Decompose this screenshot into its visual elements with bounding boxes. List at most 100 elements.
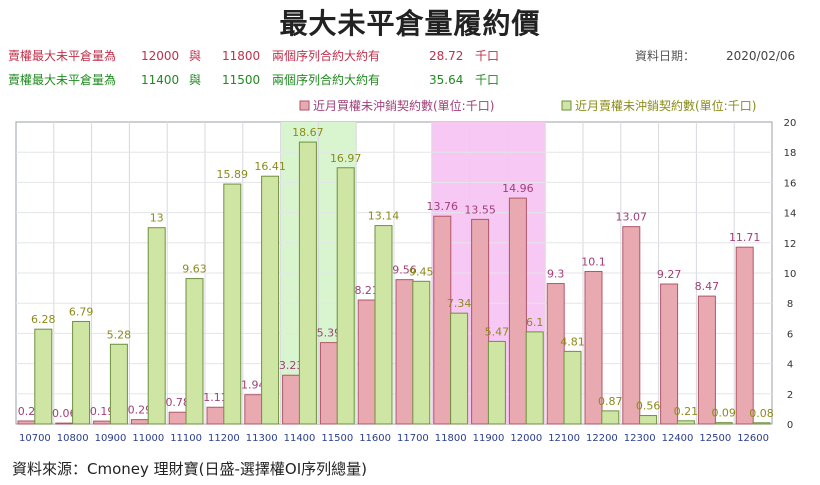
call-range-text: 兩個序列合約大約有: [272, 73, 381, 87]
put-label: 賣權最大未平倉量為: [8, 49, 117, 63]
call-oi-value-label: 1.94: [241, 379, 266, 392]
put-oi-bar: [412, 280, 431, 425]
y-tick-label: 10: [784, 269, 797, 280]
x-tick-label: 11300: [246, 433, 278, 444]
put-oi-value-label: 0.56: [636, 400, 661, 413]
put-strike-a: 12000: [141, 49, 180, 63]
put-oi-bar: [639, 415, 658, 425]
x-tick-label: 10900: [95, 433, 127, 444]
call-oi-value-label: 14.96: [502, 182, 534, 195]
x-tick-label: 10800: [57, 433, 89, 444]
call-connector: 與: [189, 73, 202, 87]
call-oi-value-label: 9.56: [392, 264, 417, 277]
put-oi-bar: [261, 175, 280, 425]
put-summary-row: 賣權最大未平倉量為 12000 與 11800 兩個序列合約大約有 28.72 …: [8, 44, 812, 68]
put-oi-bar: [298, 141, 317, 425]
call-strike-b: 11500: [222, 73, 261, 87]
x-tick-label: 11700: [397, 433, 429, 444]
put-oi-value-label: 4.81: [560, 335, 585, 348]
call-oi-value-label: 0.2: [18, 405, 36, 418]
put-oi-value-label: 0.08: [749, 407, 774, 420]
y-tick-label: 8: [787, 299, 793, 310]
y-tick-label: 2: [787, 390, 793, 401]
x-tick-label: 11500: [321, 433, 353, 444]
legend-swatch-call: [299, 100, 310, 111]
call-oi-value-label: 8.47: [695, 280, 720, 293]
put-oi-value-label: 6.79: [69, 305, 94, 318]
call-oi-bar: [319, 342, 338, 425]
x-tick-label: 12600: [737, 433, 769, 444]
chart-title: 最大未平倉量履約價: [279, 7, 541, 40]
call-oi-bar: [357, 299, 376, 425]
call-oi-bar: [508, 197, 527, 425]
y-tick-label: 20: [784, 118, 797, 129]
put-oi-bar: [223, 183, 242, 425]
put-oi-value-label: 0.21: [674, 405, 699, 418]
put-oi-bar: [601, 410, 620, 425]
call-oi-value-label: 9.27: [657, 268, 682, 281]
call-oi-bar: [395, 279, 414, 425]
put-oi-value-label: 5.47: [485, 325, 510, 338]
call-oi-bar: [660, 283, 679, 425]
legend-label-call: 近月買權未沖銷契約數(單位:千口): [313, 98, 494, 113]
put-oi-value-label: 5.28: [107, 328, 132, 341]
x-tick-label: 12200: [586, 433, 618, 444]
legend-swatch-put: [561, 100, 572, 111]
put-oi-value-label: 6.28: [31, 313, 56, 326]
put-connector: 與: [189, 49, 202, 63]
x-tick-label: 12400: [662, 433, 694, 444]
call-oi-bar: [93, 420, 112, 425]
put-oi-bar: [185, 278, 204, 425]
x-tick-label: 11000: [132, 433, 164, 444]
call-oi-bar: [546, 283, 565, 425]
put-oi-value-label: 0.87: [598, 395, 623, 408]
put-range-text: 兩個序列合約大約有: [272, 49, 381, 63]
put-oi-bar: [34, 328, 53, 425]
put-unit: 千口: [475, 49, 500, 63]
call-oi-bar: [244, 394, 263, 425]
call-oi-bar: [130, 419, 149, 425]
call-oi-bar: [168, 411, 187, 425]
put-oi-bar: [714, 422, 733, 425]
call-oi-value-label: 13.76: [427, 200, 459, 213]
call-oi-bar: [55, 422, 74, 425]
put-oi-bar: [563, 350, 582, 425]
x-tick-label: 11200: [208, 433, 240, 444]
put-oi-bar: [72, 320, 91, 425]
call-oi-value-label: 0.29: [128, 404, 153, 417]
put-oi-value-label: 16.97: [330, 152, 362, 165]
x-tick-label: 11600: [359, 433, 391, 444]
call-oi-value-label: 13.07: [616, 211, 648, 224]
call-oi-value-label: 3.23: [279, 359, 304, 372]
call-oi-value-label: 0.19: [90, 405, 115, 418]
call-label: 賣權最大未平倉量為: [8, 73, 117, 87]
put-oi-value-label: 6.1: [526, 316, 544, 329]
put-oi-bar: [450, 312, 469, 425]
legend-label-put: 近月賣權未沖銷契約數(單位:千口): [575, 98, 756, 113]
put-oi-bar: [109, 343, 128, 425]
call-strike-a: 11400: [141, 73, 180, 87]
call-oi-value-label: 1.11: [203, 391, 228, 404]
put-strike-b: 11800: [222, 49, 261, 63]
x-tick-label: 11900: [473, 433, 505, 444]
call-oi-bar: [206, 406, 225, 425]
put-oi-bar: [147, 227, 166, 425]
x-tick-label: 10700: [19, 433, 51, 444]
call-oi-bar: [17, 420, 36, 425]
put-oi-value-label: 13: [150, 212, 164, 225]
x-tick-label: 12000: [510, 433, 542, 444]
call-oi-bar: [471, 218, 490, 425]
y-tick-label: 12: [784, 239, 797, 250]
put-oi-value-label: 16.41: [254, 160, 286, 173]
put-oi-bar: [374, 225, 393, 425]
source-note: 資料來源：Cmoney 理財寶(日盛-選擇權OI序列總量): [12, 460, 367, 478]
y-tick-label: 18: [784, 148, 797, 159]
call-oi-bar: [282, 374, 301, 425]
put-oi-value-label: 15.89: [217, 168, 249, 181]
put-oi-value-label: 0.09: [711, 407, 736, 420]
put-oi-value-label: 7.34: [447, 297, 472, 310]
put-oi-value-label: 13.14: [368, 210, 400, 223]
call-oi-value-label: 0.06: [52, 407, 77, 420]
put-oi-bar: [752, 422, 771, 425]
call-oi-value-label: 0.78: [165, 396, 190, 409]
